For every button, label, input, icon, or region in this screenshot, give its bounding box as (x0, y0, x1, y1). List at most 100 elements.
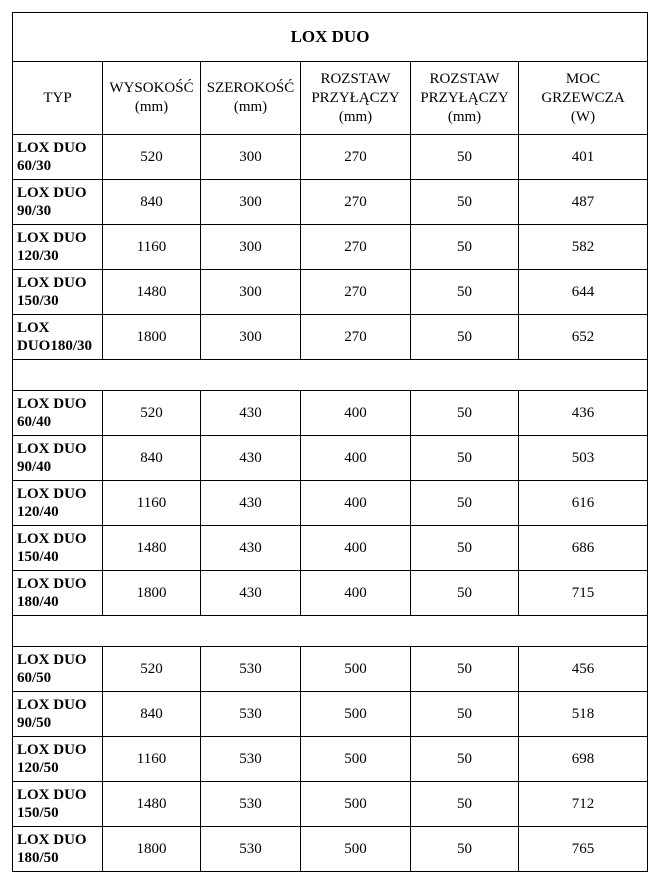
table-row: LOX DUO 180/40180043040050715 (13, 571, 648, 616)
cell-height: 1800 (103, 827, 201, 872)
table-row: LOX DUO 60/4052043040050436 (13, 391, 648, 436)
cell-r1: 500 (301, 782, 411, 827)
table-header-row: TYPWYSOKOŚĆ(mm)SZEROKOŚĆ(mm)ROZSTAW PRZY… (13, 62, 648, 135)
cell-moc: 518 (519, 692, 648, 737)
cell-height: 840 (103, 692, 201, 737)
column-header-5: MOC GRZEWCZA(W) (519, 62, 648, 135)
table-row: LOX DUO 60/5052053050050456 (13, 647, 648, 692)
cell-typ: LOX DUO 180/50 (13, 827, 103, 872)
cell-typ: LOX DUO 60/30 (13, 135, 103, 180)
cell-r1: 400 (301, 571, 411, 616)
cell-height: 1480 (103, 782, 201, 827)
cell-typ: LOX DUO 120/30 (13, 225, 103, 270)
cell-height: 520 (103, 135, 201, 180)
cell-r2: 50 (411, 647, 519, 692)
cell-width: 430 (201, 391, 301, 436)
table-row: LOX DUO 150/30148030027050644 (13, 270, 648, 315)
cell-typ: LOX DUO 150/40 (13, 526, 103, 571)
cell-typ: LOX DUO 90/50 (13, 692, 103, 737)
cell-moc: 712 (519, 782, 648, 827)
cell-width: 300 (201, 315, 301, 360)
cell-moc: 644 (519, 270, 648, 315)
table-row: LOX DUO 120/30116030027050582 (13, 225, 648, 270)
cell-typ: LOX DUO 90/30 (13, 180, 103, 225)
table-row: LOX DUO 150/50148053050050712 (13, 782, 648, 827)
cell-r2: 50 (411, 692, 519, 737)
cell-width: 430 (201, 526, 301, 571)
cell-moc: 436 (519, 391, 648, 436)
cell-r2: 50 (411, 571, 519, 616)
cell-typ: LOX DUO 120/50 (13, 737, 103, 782)
column-header-3: ROZSTAW PRZYŁĄCZY(mm) (301, 62, 411, 135)
cell-height: 1800 (103, 315, 201, 360)
table-row: LOX DUO 120/50116053050050698 (13, 737, 648, 782)
cell-r1: 400 (301, 481, 411, 526)
cell-typ: LOX DUO 90/40 (13, 436, 103, 481)
table-row: LOX DUO 90/4084043040050503 (13, 436, 648, 481)
cell-r1: 270 (301, 270, 411, 315)
cell-r1: 400 (301, 526, 411, 571)
cell-width: 430 (201, 571, 301, 616)
cell-typ: LOX DUO 150/30 (13, 270, 103, 315)
cell-typ: LOX DUO 60/40 (13, 391, 103, 436)
cell-r2: 50 (411, 315, 519, 360)
cell-width: 530 (201, 827, 301, 872)
cell-height: 1480 (103, 270, 201, 315)
cell-width: 430 (201, 481, 301, 526)
cell-moc: 456 (519, 647, 648, 692)
cell-r1: 270 (301, 135, 411, 180)
cell-moc: 686 (519, 526, 648, 571)
cell-height: 1480 (103, 526, 201, 571)
cell-moc: 503 (519, 436, 648, 481)
table-row: LOX DUO 180/50180053050050765 (13, 827, 648, 872)
cell-width: 530 (201, 692, 301, 737)
cell-r2: 50 (411, 270, 519, 315)
cell-width: 300 (201, 270, 301, 315)
cell-typ: LOX DUO 150/50 (13, 782, 103, 827)
cell-width: 300 (201, 225, 301, 270)
cell-moc: 765 (519, 827, 648, 872)
cell-r1: 500 (301, 737, 411, 782)
cell-moc: 616 (519, 481, 648, 526)
cell-r2: 50 (411, 391, 519, 436)
cell-width: 300 (201, 180, 301, 225)
group-spacer (13, 360, 648, 391)
cell-height: 840 (103, 180, 201, 225)
cell-height: 520 (103, 647, 201, 692)
cell-r2: 50 (411, 481, 519, 526)
cell-moc: 487 (519, 180, 648, 225)
cell-moc: 401 (519, 135, 648, 180)
cell-moc: 715 (519, 571, 648, 616)
table-row: LOX DUO 150/40148043040050686 (13, 526, 648, 571)
group-spacer (13, 616, 648, 647)
cell-r1: 400 (301, 436, 411, 481)
cell-r1: 500 (301, 647, 411, 692)
cell-height: 840 (103, 436, 201, 481)
column-header-0: TYP (13, 62, 103, 135)
column-header-2: SZEROKOŚĆ(mm) (201, 62, 301, 135)
column-header-1: WYSOKOŚĆ(mm) (103, 62, 201, 135)
cell-height: 1160 (103, 737, 201, 782)
cell-typ: LOX DUO 60/50 (13, 647, 103, 692)
cell-r2: 50 (411, 180, 519, 225)
cell-r2: 50 (411, 782, 519, 827)
table-row: LOX DUO180/30180030027050652 (13, 315, 648, 360)
cell-width: 430 (201, 436, 301, 481)
cell-r1: 500 (301, 827, 411, 872)
cell-height: 520 (103, 391, 201, 436)
table-row: LOX DUO 60/3052030027050401 (13, 135, 648, 180)
cell-r1: 270 (301, 315, 411, 360)
cell-r2: 50 (411, 526, 519, 571)
cell-typ: LOX DUO180/30 (13, 315, 103, 360)
cell-r1: 270 (301, 180, 411, 225)
cell-r2: 50 (411, 827, 519, 872)
cell-typ: LOX DUO 120/40 (13, 481, 103, 526)
cell-width: 530 (201, 647, 301, 692)
cell-height: 1800 (103, 571, 201, 616)
cell-r2: 50 (411, 436, 519, 481)
cell-r2: 50 (411, 737, 519, 782)
cell-r2: 50 (411, 225, 519, 270)
cell-width: 300 (201, 135, 301, 180)
cell-r1: 500 (301, 692, 411, 737)
cell-width: 530 (201, 737, 301, 782)
